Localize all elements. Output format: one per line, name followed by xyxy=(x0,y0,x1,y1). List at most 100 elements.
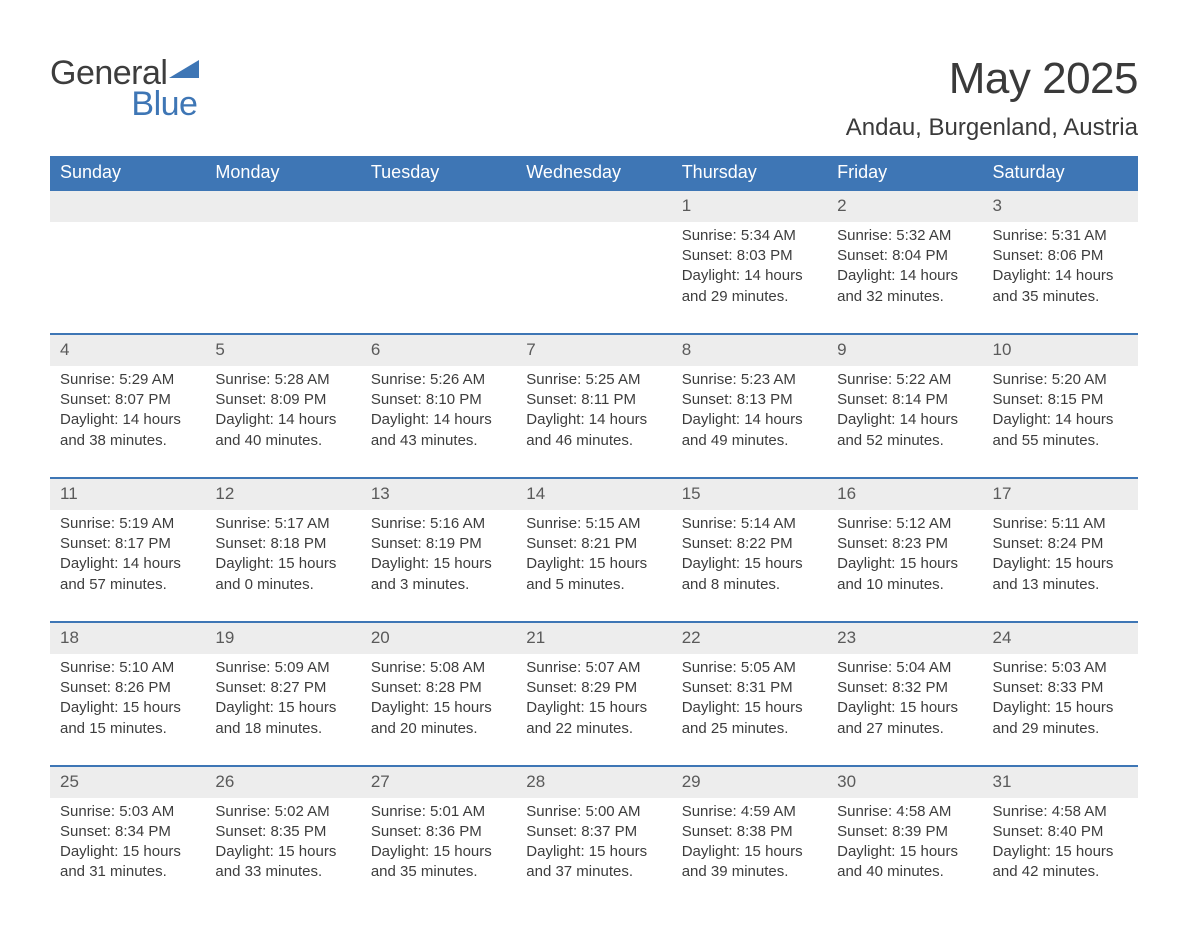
sunrise-text: Sunrise: 5:32 AM xyxy=(837,226,972,246)
day-detail-cell: Sunrise: 5:07 AMSunset: 8:29 PMDaylight:… xyxy=(516,654,671,766)
daylight-text: Daylight: 15 hours and 39 minutes. xyxy=(682,842,817,883)
sunset-text: Sunset: 8:13 PM xyxy=(682,390,817,410)
day-number-row: 123 xyxy=(50,190,1138,222)
sunset-text: Sunset: 8:26 PM xyxy=(60,678,195,698)
sunrise-text: Sunrise: 5:00 AM xyxy=(526,802,661,822)
daylight-text: Daylight: 15 hours and 22 minutes. xyxy=(526,698,661,739)
day-number-cell: 21 xyxy=(516,622,671,654)
day-detail-cell: Sunrise: 5:05 AMSunset: 8:31 PMDaylight:… xyxy=(672,654,827,766)
day-detail-cell: Sunrise: 5:02 AMSunset: 8:35 PMDaylight:… xyxy=(205,798,360,909)
location-subtitle: Andau, Burgenland, Austria xyxy=(846,114,1138,142)
daylight-text: Daylight: 15 hours and 40 minutes. xyxy=(837,842,972,883)
sunset-text: Sunset: 8:14 PM xyxy=(837,390,972,410)
day-detail-cell: Sunrise: 5:11 AMSunset: 8:24 PMDaylight:… xyxy=(983,510,1138,622)
day-number-cell xyxy=(361,190,516,222)
sunset-text: Sunset: 8:40 PM xyxy=(993,822,1128,842)
day-detail-row: Sunrise: 5:34 AMSunset: 8:03 PMDaylight:… xyxy=(50,222,1138,334)
day-detail-cell: Sunrise: 5:14 AMSunset: 8:22 PMDaylight:… xyxy=(672,510,827,622)
sunset-text: Sunset: 8:19 PM xyxy=(371,534,506,554)
day-number-cell: 15 xyxy=(672,478,827,510)
daylight-text: Daylight: 15 hours and 10 minutes. xyxy=(837,554,972,595)
sunset-text: Sunset: 8:27 PM xyxy=(215,678,350,698)
weekday-header: Monday xyxy=(205,156,360,190)
day-number-row: 11121314151617 xyxy=(50,478,1138,510)
day-number-cell: 13 xyxy=(361,478,516,510)
sunset-text: Sunset: 8:39 PM xyxy=(837,822,972,842)
day-detail-cell: Sunrise: 4:58 AMSunset: 8:39 PMDaylight:… xyxy=(827,798,982,909)
sunset-text: Sunset: 8:31 PM xyxy=(682,678,817,698)
sunrise-text: Sunrise: 5:15 AM xyxy=(526,514,661,534)
daylight-text: Daylight: 14 hours and 55 minutes. xyxy=(993,410,1128,451)
sunrise-text: Sunrise: 5:28 AM xyxy=(215,370,350,390)
day-number-cell: 6 xyxy=(361,334,516,366)
day-number-cell: 4 xyxy=(50,334,205,366)
sunrise-text: Sunrise: 5:05 AM xyxy=(682,658,817,678)
day-number-cell: 24 xyxy=(983,622,1138,654)
sunset-text: Sunset: 8:03 PM xyxy=(682,246,817,266)
day-number-cell: 25 xyxy=(50,766,205,798)
sunrise-text: Sunrise: 5:23 AM xyxy=(682,370,817,390)
day-detail-cell: Sunrise: 5:23 AMSunset: 8:13 PMDaylight:… xyxy=(672,366,827,478)
sunset-text: Sunset: 8:33 PM xyxy=(993,678,1128,698)
daylight-text: Daylight: 15 hours and 0 minutes. xyxy=(215,554,350,595)
day-detail-cell: Sunrise: 5:03 AMSunset: 8:34 PMDaylight:… xyxy=(50,798,205,909)
day-number-row: 18192021222324 xyxy=(50,622,1138,654)
day-number-cell: 5 xyxy=(205,334,360,366)
day-detail-cell: Sunrise: 4:58 AMSunset: 8:40 PMDaylight:… xyxy=(983,798,1138,909)
sunset-text: Sunset: 8:06 PM xyxy=(993,246,1128,266)
sunrise-text: Sunrise: 5:01 AM xyxy=(371,802,506,822)
day-number-cell: 12 xyxy=(205,478,360,510)
day-number-cell: 31 xyxy=(983,766,1138,798)
sunrise-text: Sunrise: 5:22 AM xyxy=(837,370,972,390)
day-number-cell: 9 xyxy=(827,334,982,366)
day-detail-cell: Sunrise: 5:29 AMSunset: 8:07 PMDaylight:… xyxy=(50,366,205,478)
day-detail-cell xyxy=(205,222,360,334)
day-number-cell: 8 xyxy=(672,334,827,366)
sunrise-text: Sunrise: 5:11 AM xyxy=(993,514,1128,534)
day-detail-cell: Sunrise: 5:12 AMSunset: 8:23 PMDaylight:… xyxy=(827,510,982,622)
daylight-text: Daylight: 14 hours and 29 minutes. xyxy=(682,266,817,307)
day-number-cell: 28 xyxy=(516,766,671,798)
day-detail-cell: Sunrise: 5:09 AMSunset: 8:27 PMDaylight:… xyxy=(205,654,360,766)
sunset-text: Sunset: 8:28 PM xyxy=(371,678,506,698)
day-detail-cell: Sunrise: 5:28 AMSunset: 8:09 PMDaylight:… xyxy=(205,366,360,478)
daylight-text: Daylight: 14 hours and 35 minutes. xyxy=(993,266,1128,307)
sunrise-text: Sunrise: 4:58 AM xyxy=(993,802,1128,822)
day-detail-cell: Sunrise: 5:34 AMSunset: 8:03 PMDaylight:… xyxy=(672,222,827,334)
header-bar: General Blue May 2025 Andau, Burgenland,… xyxy=(50,54,1138,150)
day-number-cell: 22 xyxy=(672,622,827,654)
day-detail-row: Sunrise: 5:03 AMSunset: 8:34 PMDaylight:… xyxy=(50,798,1138,909)
day-detail-cell: Sunrise: 5:25 AMSunset: 8:11 PMDaylight:… xyxy=(516,366,671,478)
day-detail-cell: Sunrise: 5:08 AMSunset: 8:28 PMDaylight:… xyxy=(361,654,516,766)
daylight-text: Daylight: 15 hours and 18 minutes. xyxy=(215,698,350,739)
sunrise-text: Sunrise: 5:12 AM xyxy=(837,514,972,534)
daylight-text: Daylight: 14 hours and 43 minutes. xyxy=(371,410,506,451)
day-number-cell: 11 xyxy=(50,478,205,510)
day-detail-cell: Sunrise: 5:26 AMSunset: 8:10 PMDaylight:… xyxy=(361,366,516,478)
day-number-cell: 17 xyxy=(983,478,1138,510)
daylight-text: Daylight: 14 hours and 40 minutes. xyxy=(215,410,350,451)
sunrise-text: Sunrise: 5:31 AM xyxy=(993,226,1128,246)
sunset-text: Sunset: 8:07 PM xyxy=(60,390,195,410)
day-detail-cell: Sunrise: 5:15 AMSunset: 8:21 PMDaylight:… xyxy=(516,510,671,622)
weekday-header: Sunday xyxy=(50,156,205,190)
daylight-text: Daylight: 15 hours and 5 minutes. xyxy=(526,554,661,595)
sunset-text: Sunset: 8:18 PM xyxy=(215,534,350,554)
day-detail-cell: Sunrise: 5:32 AMSunset: 8:04 PMDaylight:… xyxy=(827,222,982,334)
day-detail-row: Sunrise: 5:29 AMSunset: 8:07 PMDaylight:… xyxy=(50,366,1138,478)
sunset-text: Sunset: 8:36 PM xyxy=(371,822,506,842)
day-detail-row: Sunrise: 5:19 AMSunset: 8:17 PMDaylight:… xyxy=(50,510,1138,622)
calendar-table: SundayMondayTuesdayWednesdayThursdayFrid… xyxy=(50,156,1138,909)
sunset-text: Sunset: 8:23 PM xyxy=(837,534,972,554)
sunrise-text: Sunrise: 5:03 AM xyxy=(60,802,195,822)
sunset-text: Sunset: 8:34 PM xyxy=(60,822,195,842)
sunset-text: Sunset: 8:15 PM xyxy=(993,390,1128,410)
sunrise-text: Sunrise: 5:26 AM xyxy=(371,370,506,390)
sunrise-text: Sunrise: 5:14 AM xyxy=(682,514,817,534)
daylight-text: Daylight: 15 hours and 42 minutes. xyxy=(993,842,1128,883)
daylight-text: Daylight: 14 hours and 57 minutes. xyxy=(60,554,195,595)
day-detail-cell: Sunrise: 5:04 AMSunset: 8:32 PMDaylight:… xyxy=(827,654,982,766)
day-number-cell: 29 xyxy=(672,766,827,798)
daylight-text: Daylight: 15 hours and 31 minutes. xyxy=(60,842,195,883)
daylight-text: Daylight: 14 hours and 49 minutes. xyxy=(682,410,817,451)
